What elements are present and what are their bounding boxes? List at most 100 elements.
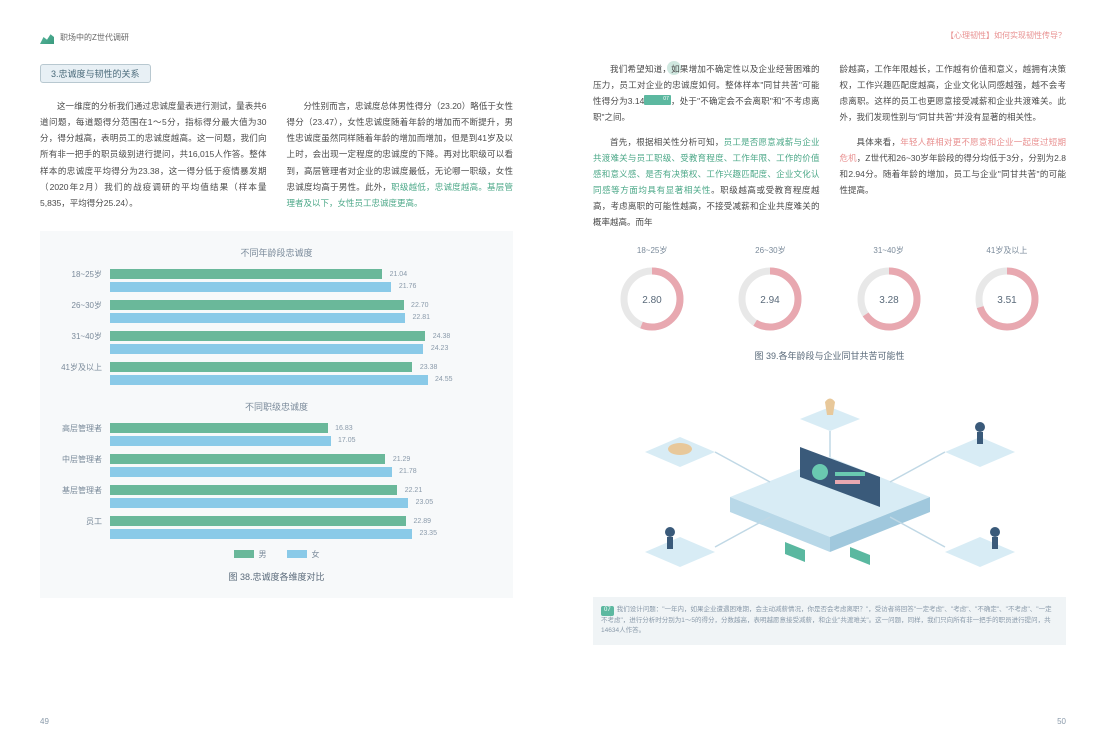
bar-label: 中层管理者: [55, 454, 110, 465]
bar-value: 23.35: [419, 530, 437, 537]
text-columns-left: 这一维度的分析我们通过忠诚度量表进行测试，量表共6道问题，每道题得分范围在1～5…: [40, 98, 513, 211]
bar-value: 22.81: [412, 314, 430, 321]
bar-value: 22.70: [411, 302, 429, 309]
donut-label: 41岁及以上: [972, 245, 1042, 256]
bar-value: 22.21: [405, 487, 423, 494]
donut-item: 31~40岁 3.28: [854, 245, 924, 334]
bar-row: 基层管理者 22.21: [55, 485, 498, 496]
chart38-age-bars: 18~25岁 21.04 21.76 26~30岁 22.70 22.81: [55, 269, 498, 385]
legend-swatch-female: [287, 550, 307, 558]
bar-male: 22.70: [110, 300, 404, 310]
bar-label: 高层管理者: [55, 423, 110, 434]
bar-row: 员工 22.89: [55, 516, 498, 527]
bar-male: 21.04: [110, 269, 382, 279]
right-col2: 龄越高，工作年限越长，工作越有价值和意义，越拥有决策权，工作兴趣匹配度越高，企业…: [840, 61, 1067, 230]
donut-chart: 3.28: [854, 264, 924, 334]
bar-value: 17.05: [338, 437, 356, 444]
chart39-donuts: 18~25岁 2.80 26~30岁 2.94 31~40岁 3.28 41岁及…: [593, 245, 1066, 334]
left-col1-p1: 这一维度的分析我们通过忠诚度量表进行测试，量表共6道问题，每道题得分范围在1～5…: [40, 98, 267, 211]
page-left: 职场中的Z世代调研 3.忠诚度与韧性的关系 这一维度的分析我们通过忠诚度量表进行…: [0, 0, 553, 738]
footnote-marker: 07: [601, 606, 614, 616]
bar-row: 23.05: [55, 498, 498, 508]
chart38-caption: 图 38.忠诚度各维度对比: [55, 570, 498, 583]
svg-text:2.80: 2.80: [642, 295, 662, 306]
chart38-level-bars: 高层管理者 16.83 17.05 中层管理者 21.29 21.78: [55, 423, 498, 539]
bar-value: 16.83: [335, 425, 353, 432]
chart38-container: 不同年龄段忠诚度 18~25岁 21.04 21.76 26~30岁 22.70…: [40, 231, 513, 598]
donut-label: 18~25岁: [617, 245, 687, 256]
bar-row: 21.76: [55, 282, 498, 292]
left-col2: 分性别而言，忠诚度总体男性得分（23.20）略低于女性得分（23.47），女性忠…: [287, 98, 514, 211]
bar-row: 24.55: [55, 375, 498, 385]
illustration: [593, 382, 1066, 582]
logo-icon: [40, 30, 54, 44]
bar-value: 21.29: [393, 456, 411, 463]
legend-female: 女: [287, 549, 320, 560]
svg-text:2.94: 2.94: [761, 295, 781, 306]
right-col1: 我们希望知道，如果增加不确定性以及企业经营困难的压力，员工对企业的忠诚度如何。整…: [593, 61, 820, 230]
bar-value: 24.38: [433, 333, 451, 340]
chart39-caption: 图 39.各年龄段与企业同甘共苦可能性: [593, 349, 1066, 362]
chart38-title1: 不同年龄段忠诚度: [55, 246, 498, 259]
bar-value: 23.05: [416, 499, 434, 506]
footnote: 07我们设计问题："一年内，如果企业遭遇困难期，会主动减薪情况，你是否会考虑离职…: [593, 597, 1066, 644]
bar-value: 23.38: [420, 364, 438, 371]
bar-label: 26~30岁: [55, 300, 110, 311]
bar-female: 21.76: [110, 282, 391, 292]
header-left-text: 职场中的Z世代调研: [60, 32, 129, 43]
bar-label: 31~40岁: [55, 331, 110, 342]
bar-row: 高层管理者 16.83: [55, 423, 498, 434]
footnote-text: 我们设计问题："一年内，如果企业遭遇困难期，会主动减薪情况，你是否会考虑离职？"…: [601, 606, 1052, 634]
bar-row: 17.05: [55, 436, 498, 446]
page-num-right: 50: [1057, 717, 1066, 726]
bar-value: 22.89: [414, 518, 432, 525]
bar-value: 21.76: [399, 283, 417, 290]
header-left: 职场中的Z世代调研: [40, 30, 129, 44]
svg-text:3.28: 3.28: [879, 295, 899, 306]
right-col1-p2: 首先，根据相关性分析可知，员工是否愿意减薪与企业共渡难关与员工职级、受教育程度、…: [593, 134, 820, 231]
right-col1-p1: 我们希望知道，如果增加不确定性以及企业经营困难的压力，员工对企业的忠诚度如何。整…: [593, 61, 820, 126]
left-col1: 这一维度的分析我们通过忠诚度量表进行测试，量表共6道问题，每道题得分范围在1～5…: [40, 98, 267, 211]
bar-male: 23.38: [110, 362, 412, 372]
page-num-left: 49: [40, 717, 49, 726]
donut-item: 18~25岁 2.80: [617, 245, 687, 334]
bar-row: 24.23: [55, 344, 498, 354]
bar-male: 21.29: [110, 454, 385, 464]
donut-label: 31~40岁: [854, 245, 924, 256]
bar-row: 22.81: [55, 313, 498, 323]
bar-female: 24.55: [110, 375, 428, 385]
bar-label: 基层管理者: [55, 485, 110, 496]
left-col2-p1: 分性别而言，忠诚度总体男性得分（23.20）略低于女性得分（23.47），女性忠…: [287, 98, 514, 211]
bar-female: 21.78: [110, 467, 392, 477]
bar-row: 中层管理者 21.29: [55, 454, 498, 465]
header-right: 【心理韧性】如何实现韧性传导？: [593, 30, 1066, 41]
donut-chart: 2.80: [617, 264, 687, 334]
donut-chart: 3.51: [972, 264, 1042, 334]
bar-value: 21.04: [390, 271, 408, 278]
donut-item: 41岁及以上 3.51: [972, 245, 1042, 334]
legend-swatch-male: [234, 550, 254, 558]
bar-label: 员工: [55, 516, 110, 527]
bar-male: 22.89: [110, 516, 406, 526]
bar-row: 41岁及以上 23.38: [55, 362, 498, 373]
bar-row: 18~25岁 21.04: [55, 269, 498, 280]
section-title: 3.忠诚度与韧性的关系: [40, 64, 151, 83]
bar-value: 21.78: [399, 468, 417, 475]
bar-female: 22.81: [110, 313, 405, 323]
svg-text:3.51: 3.51: [997, 295, 1017, 306]
right-col2-p1: 龄越高，工作年限越长，工作越有价值和意义，越拥有决策权，工作兴趣匹配度越高，企业…: [840, 61, 1067, 126]
header: 职场中的Z世代调研: [40, 30, 513, 44]
donut-chart: 2.94: [735, 264, 805, 334]
isometric-illustration: [620, 387, 1040, 577]
bar-label: 18~25岁: [55, 269, 110, 280]
bar-female: 23.35: [110, 529, 412, 539]
bar-male: 16.83: [110, 423, 328, 433]
bar-row: 31~40岁 24.38: [55, 331, 498, 342]
right-col2-p2: 具体来看，年轻人群相对更不愿意和企业一起度过短期危机，Z世代和26~30岁年龄段…: [840, 134, 1067, 199]
footnote-ref: 07: [644, 95, 671, 105]
bar-male: 22.21: [110, 485, 397, 495]
donut-item: 26~30岁 2.94: [735, 245, 805, 334]
bar-row: 23.35: [55, 529, 498, 539]
bar-female: 17.05: [110, 436, 331, 446]
page-right: 【心理韧性】如何实现韧性传导？ 我们希望知道，如果增加不确定性以及企业经营困难的…: [553, 0, 1106, 738]
